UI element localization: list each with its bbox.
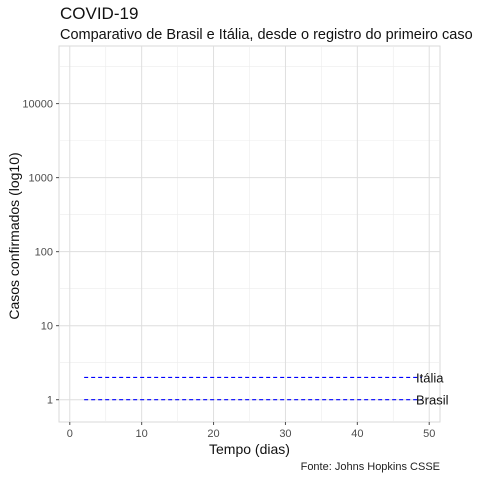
x-tick-label: 20 xyxy=(207,428,219,440)
series-label: Brasil xyxy=(416,393,449,408)
chart-title: COVID-19 xyxy=(60,4,139,23)
y-tick-label: 1000 xyxy=(29,173,53,185)
chart-caption: Fonte: Johns Hopkins CSSE xyxy=(300,461,440,473)
y-tick-label: 10000 xyxy=(22,99,53,111)
x-tick-label: 50 xyxy=(423,428,435,440)
x-axis: 0 10 20 30 40 50 xyxy=(67,422,435,440)
y-tick-label: 1 xyxy=(47,395,53,407)
y-tick-label: 10 xyxy=(41,321,53,333)
series-layer: Itália Brasil xyxy=(84,370,449,408)
x-tick-label: 40 xyxy=(351,428,363,440)
chart-subtitle: Comparativo de Brasil e Itália, desde o … xyxy=(60,27,473,43)
x-tick-label: 10 xyxy=(136,428,148,440)
x-tick-label: 0 xyxy=(67,428,73,440)
y-axis-label: Casos confirmados (log10) xyxy=(6,152,22,320)
series-label: Itália xyxy=(416,370,444,385)
x-axis-label: Tempo (dias) xyxy=(209,441,290,457)
y-axis: 1 10 100 1000 10000 xyxy=(22,99,59,407)
y-tick-label: 100 xyxy=(35,247,53,259)
x-tick-label: 30 xyxy=(279,428,291,440)
gridlines xyxy=(59,46,440,422)
